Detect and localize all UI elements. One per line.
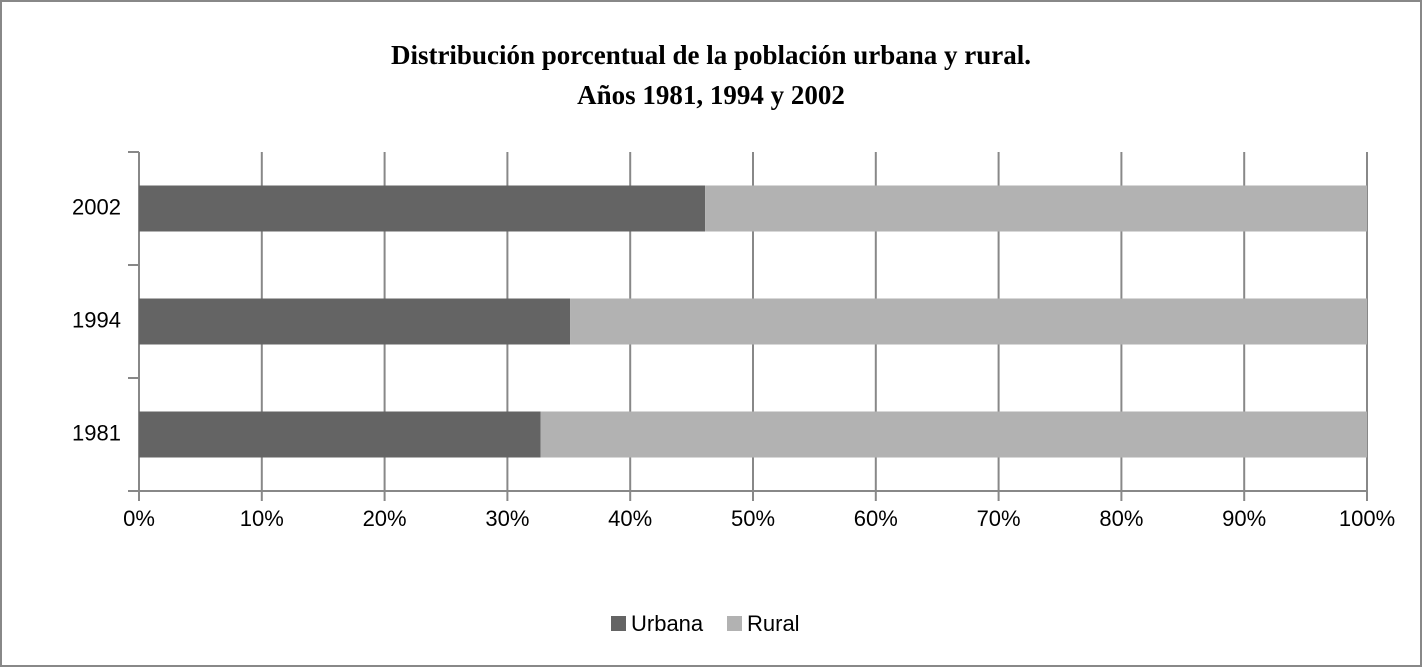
y-tick-label: 2002	[72, 194, 121, 219]
chart-title: Distribución porcentual de la población …	[391, 40, 1031, 70]
x-tick-label: 90%	[1222, 506, 1266, 531]
y-tick-label: 1994	[72, 307, 121, 332]
x-tick-label: 40%	[608, 506, 652, 531]
x-tick-label: 50%	[731, 506, 775, 531]
bar	[139, 185, 706, 232]
legend-label: Urbana	[631, 611, 704, 636]
legend-swatch	[727, 616, 742, 631]
y-tick-label: 1981	[72, 420, 121, 445]
x-tick-label: 10%	[240, 506, 284, 531]
chart-title: Años 1981, 1994 y 2002	[577, 80, 845, 110]
x-tick-label: 80%	[1099, 506, 1143, 531]
bar	[139, 411, 541, 458]
legend-swatch	[611, 616, 626, 631]
bar	[540, 411, 1367, 458]
bar	[570, 298, 1367, 345]
x-tick-label: 60%	[854, 506, 898, 531]
x-tick-label: 20%	[363, 506, 407, 531]
x-tick-label: 70%	[977, 506, 1021, 531]
bar	[705, 185, 1367, 232]
x-tick-label: 30%	[485, 506, 529, 531]
x-tick-label: 100%	[1339, 506, 1395, 531]
bar	[139, 298, 571, 345]
legend-label: Rural	[747, 611, 800, 636]
x-tick-label: 0%	[123, 506, 155, 531]
